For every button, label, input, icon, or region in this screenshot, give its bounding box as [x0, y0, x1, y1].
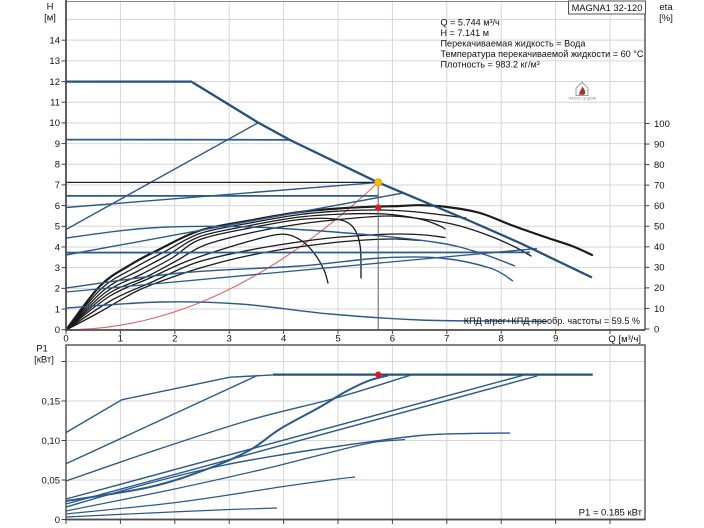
- svg-text:90: 90: [654, 139, 665, 150]
- svg-text:14: 14: [49, 36, 60, 47]
- svg-text:80: 80: [654, 160, 665, 171]
- svg-text:2: 2: [172, 334, 177, 345]
- svg-text:Перекачиваемая жидкость = Вода: Перекачиваемая жидкость = Вода: [441, 38, 587, 48]
- svg-text:9: 9: [553, 334, 558, 345]
- svg-text:Плотность = 983.2 кг/м³: Плотность = 983.2 кг/м³: [441, 59, 540, 69]
- svg-text:8: 8: [499, 334, 504, 345]
- svg-text:[кВт]: [кВт]: [34, 355, 54, 366]
- svg-text:3: 3: [227, 334, 232, 345]
- svg-text:0,15: 0,15: [42, 396, 61, 407]
- svg-text:6: 6: [390, 334, 395, 345]
- svg-text:Температура перекачиваемой жид: Температура перекачиваемой жидкости = 60…: [441, 49, 644, 59]
- svg-text:40: 40: [654, 242, 665, 253]
- svg-text:4: 4: [281, 334, 286, 345]
- svg-text:100: 100: [654, 119, 670, 130]
- svg-text:5: 5: [335, 334, 340, 345]
- svg-text:Q [м³/ч]: Q [м³/ч]: [608, 334, 641, 345]
- svg-text:0,05: 0,05: [42, 475, 61, 486]
- svg-text:2: 2: [55, 284, 60, 295]
- svg-text:H = 7.141 м: H = 7.141 м: [441, 28, 489, 38]
- svg-text:Q = 5.744 м³/ч: Q = 5.744 м³/ч: [441, 17, 501, 27]
- svg-text:11: 11: [50, 98, 60, 109]
- svg-text:13: 13: [49, 56, 60, 67]
- svg-text:НАСОС В ДОМ: НАСОС В ДОМ: [569, 97, 596, 101]
- svg-text:6: 6: [55, 201, 60, 212]
- svg-text:eta: eta: [659, 2, 673, 13]
- svg-text:P1: P1: [36, 344, 48, 355]
- svg-text:КПД агрег+КПД преобр. частоты: КПД агрег+КПД преобр. частоты = 59.5 %: [464, 316, 640, 326]
- svg-text:10: 10: [49, 118, 60, 129]
- svg-text:4: 4: [55, 242, 60, 253]
- svg-text:20: 20: [654, 283, 665, 294]
- svg-text:30: 30: [654, 263, 665, 274]
- svg-text:H: H: [47, 2, 54, 13]
- svg-text:3: 3: [55, 263, 60, 274]
- svg-text:1: 1: [55, 304, 60, 315]
- svg-text:MAGNA1 32-120: MAGNA1 32-120: [572, 3, 643, 13]
- svg-text:0,10: 0,10: [42, 436, 61, 447]
- svg-text:7: 7: [55, 180, 60, 191]
- svg-text:7: 7: [444, 334, 449, 345]
- svg-text:0: 0: [63, 334, 68, 345]
- svg-text:P1 = 0.185 кВт: P1 = 0.185 кВт: [579, 508, 643, 519]
- svg-text:60: 60: [654, 201, 665, 212]
- svg-text:50: 50: [654, 222, 665, 233]
- svg-text:12: 12: [49, 77, 60, 88]
- svg-text:70: 70: [654, 180, 665, 191]
- svg-text:[%]: [%]: [659, 13, 673, 24]
- svg-text:[м]: [м]: [44, 13, 56, 24]
- svg-text:9: 9: [55, 139, 60, 150]
- svg-text:10: 10: [654, 304, 665, 315]
- svg-text:1: 1: [118, 334, 123, 345]
- svg-text:0: 0: [55, 325, 60, 336]
- svg-text:0: 0: [654, 324, 659, 335]
- svg-text:8: 8: [55, 160, 60, 171]
- svg-text:5: 5: [55, 222, 60, 233]
- svg-text:0: 0: [55, 515, 60, 526]
